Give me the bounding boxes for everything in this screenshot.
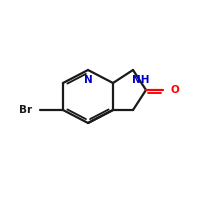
Text: O: O bbox=[171, 85, 179, 95]
Text: NH: NH bbox=[132, 75, 150, 85]
Text: Br: Br bbox=[19, 105, 32, 115]
Text: N: N bbox=[84, 75, 92, 85]
